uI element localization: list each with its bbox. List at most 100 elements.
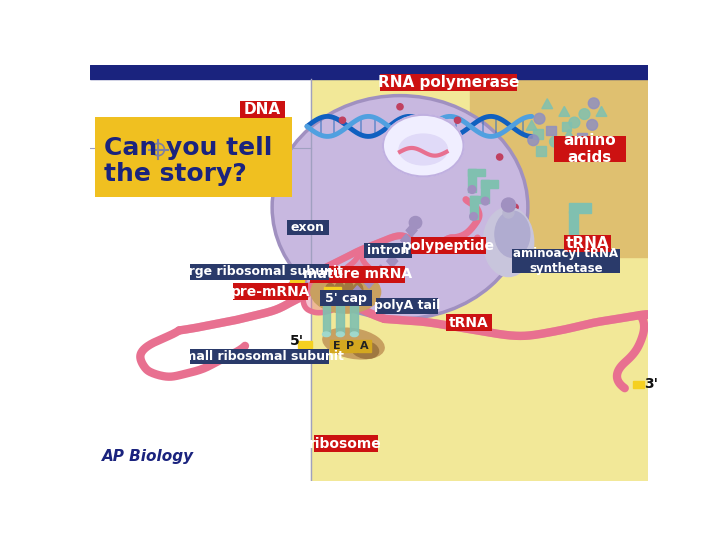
Bar xyxy=(351,300,358,334)
Bar xyxy=(324,287,341,295)
FancyBboxPatch shape xyxy=(380,74,517,91)
Circle shape xyxy=(497,154,503,160)
Bar xyxy=(468,168,485,177)
Text: DNA: DNA xyxy=(244,102,281,117)
Text: pre-mRNA: pre-mRNA xyxy=(230,285,310,299)
Bar xyxy=(482,180,489,204)
Ellipse shape xyxy=(351,298,358,302)
Ellipse shape xyxy=(311,271,381,313)
Circle shape xyxy=(534,113,545,124)
Bar xyxy=(546,126,556,135)
Polygon shape xyxy=(387,255,397,267)
Text: Can you tell
the story?: Can you tell the story? xyxy=(104,136,272,186)
Circle shape xyxy=(397,104,403,110)
Bar xyxy=(311,79,648,481)
Circle shape xyxy=(528,135,539,146)
Text: intron: intron xyxy=(367,244,410,257)
Bar xyxy=(554,148,564,158)
Bar xyxy=(297,341,312,348)
Circle shape xyxy=(502,198,516,212)
Bar xyxy=(562,122,571,131)
Text: RNA polymerase: RNA polymerase xyxy=(378,75,519,90)
Bar xyxy=(290,275,304,282)
Circle shape xyxy=(409,217,422,229)
FancyBboxPatch shape xyxy=(564,235,611,252)
Text: 5': 5' xyxy=(290,334,304,348)
Ellipse shape xyxy=(323,332,330,336)
Bar xyxy=(569,211,578,246)
Polygon shape xyxy=(526,120,537,130)
Polygon shape xyxy=(338,249,375,295)
Bar xyxy=(469,195,487,204)
Text: small ribosomal subunit: small ribosomal subunit xyxy=(176,350,343,363)
Circle shape xyxy=(512,204,518,210)
Circle shape xyxy=(579,109,590,119)
Ellipse shape xyxy=(383,115,464,177)
Polygon shape xyxy=(406,224,417,237)
Polygon shape xyxy=(303,265,350,313)
Bar xyxy=(469,79,648,257)
FancyBboxPatch shape xyxy=(94,117,292,197)
Text: aminoacyl tRNA
synthetase: aminoacyl tRNA synthetase xyxy=(513,247,618,275)
Bar xyxy=(536,146,546,156)
FancyBboxPatch shape xyxy=(314,435,377,452)
Ellipse shape xyxy=(325,284,335,296)
Text: ribosome: ribosome xyxy=(310,437,382,451)
Circle shape xyxy=(468,186,476,193)
Polygon shape xyxy=(542,99,553,109)
Bar xyxy=(344,340,356,352)
Ellipse shape xyxy=(495,211,530,257)
FancyBboxPatch shape xyxy=(411,237,486,254)
FancyBboxPatch shape xyxy=(240,101,284,118)
FancyBboxPatch shape xyxy=(446,314,492,331)
FancyBboxPatch shape xyxy=(233,284,307,300)
Bar xyxy=(330,340,343,352)
Text: 5': 5' xyxy=(290,265,300,275)
Bar xyxy=(358,340,371,352)
Ellipse shape xyxy=(336,332,344,336)
Circle shape xyxy=(469,213,477,220)
Ellipse shape xyxy=(344,282,354,298)
FancyBboxPatch shape xyxy=(376,298,438,314)
Text: polypeptide: polypeptide xyxy=(402,239,495,253)
Text: mature mRNA: mature mRNA xyxy=(303,267,412,281)
FancyBboxPatch shape xyxy=(190,349,330,365)
Bar xyxy=(482,180,498,188)
FancyBboxPatch shape xyxy=(320,291,372,306)
Circle shape xyxy=(454,117,461,123)
FancyBboxPatch shape xyxy=(310,266,405,283)
Bar xyxy=(534,130,543,139)
Text: 3': 3' xyxy=(644,376,658,390)
Text: P: P xyxy=(346,341,354,351)
Text: A: A xyxy=(360,341,369,351)
Ellipse shape xyxy=(323,328,384,359)
Circle shape xyxy=(549,137,560,147)
Circle shape xyxy=(569,117,580,128)
Bar xyxy=(569,204,590,213)
Text: exon: exon xyxy=(291,221,325,234)
Polygon shape xyxy=(375,265,386,278)
Text: AP Biology: AP Biology xyxy=(102,449,194,464)
Bar xyxy=(468,168,476,192)
Ellipse shape xyxy=(272,96,528,319)
Ellipse shape xyxy=(336,298,344,302)
Circle shape xyxy=(339,117,346,123)
Circle shape xyxy=(588,98,599,109)
Bar xyxy=(632,381,644,388)
FancyBboxPatch shape xyxy=(190,264,330,280)
Ellipse shape xyxy=(351,332,358,336)
Bar xyxy=(336,300,344,334)
Bar xyxy=(323,300,330,334)
FancyBboxPatch shape xyxy=(287,220,329,235)
Bar xyxy=(469,195,477,219)
Text: tRNA: tRNA xyxy=(566,236,609,251)
Text: E: E xyxy=(333,341,341,351)
Text: large ribosomal subunit: large ribosomal subunit xyxy=(176,266,343,279)
Polygon shape xyxy=(401,234,412,247)
Bar xyxy=(90,65,648,79)
Text: 5' cap: 5' cap xyxy=(325,292,367,305)
Polygon shape xyxy=(596,106,607,117)
FancyBboxPatch shape xyxy=(364,242,413,258)
FancyBboxPatch shape xyxy=(512,249,620,273)
Polygon shape xyxy=(352,286,363,298)
